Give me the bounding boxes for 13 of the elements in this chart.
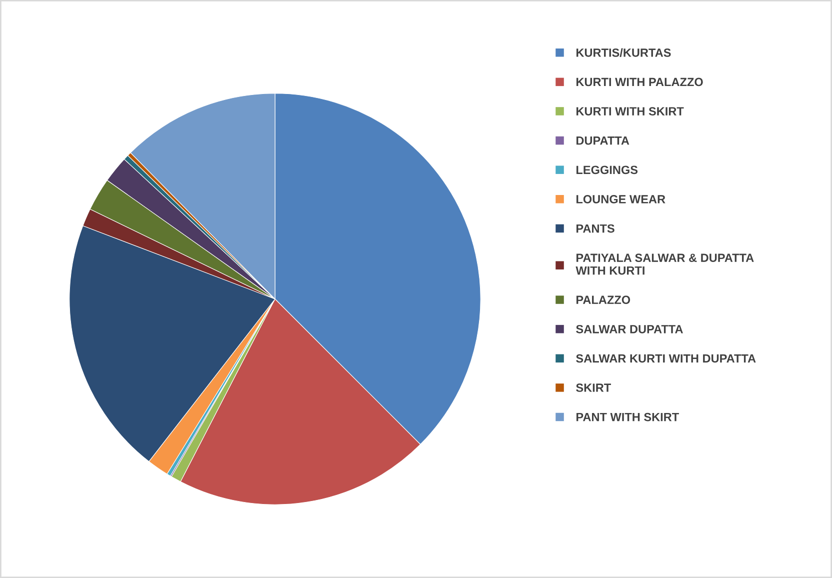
- legend-label: PANTS: [576, 224, 614, 233]
- legend-label: PATIYALA SALWAR & DUPATTA WITH KURTI: [576, 254, 754, 275]
- legend-label: LEGGINGS: [576, 166, 638, 174]
- legend-label: DUPATTA: [576, 136, 630, 145]
- legend-label: SALWAR DUPATTA: [576, 324, 683, 334]
- legend-label: KURTI WITH SKIRT: [576, 107, 684, 116]
- legend-label: LOUNGE WEAR: [576, 195, 666, 204]
- legend-label: PALAZZO: [576, 296, 630, 304]
- legend-label: KURTIS/KURTAS: [576, 48, 671, 57]
- legend-label: SALWAR KURTI WITH DUPATTA: [576, 354, 756, 363]
- legend-label: KURTI WITH PALAZZO: [576, 78, 703, 86]
- legend-label: PANT WITH SKIRT: [576, 412, 679, 422]
- legend-label: SKIRT: [576, 384, 611, 392]
